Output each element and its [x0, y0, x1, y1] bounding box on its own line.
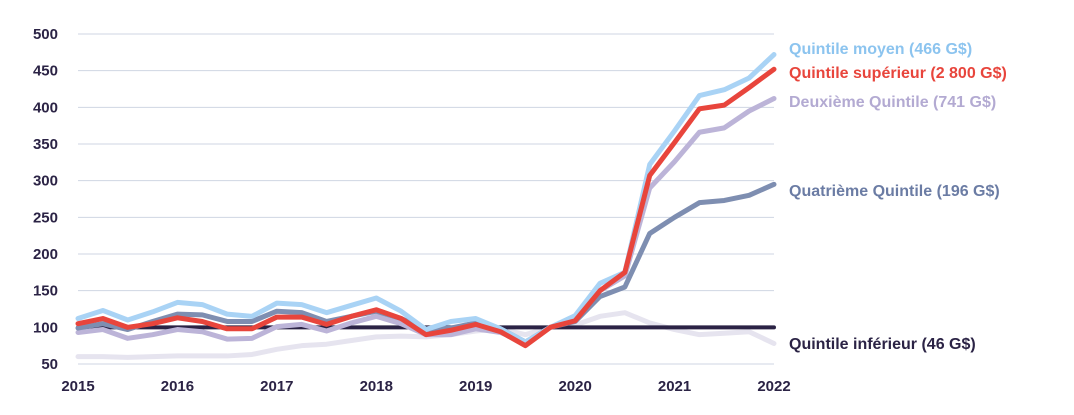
y-tick-label: 450 — [33, 63, 58, 80]
x-tick-label: 2017 — [260, 378, 293, 395]
x-tick-label: 2018 — [360, 378, 393, 395]
series-label: Quintile moyen (466 G$) — [789, 41, 972, 58]
series-label: Quatrième Quintile (196 G$) — [789, 183, 1000, 200]
y-tick-label: 350 — [33, 136, 58, 153]
x-tick-label: 2020 — [558, 378, 591, 395]
y-tick-label: 50 — [41, 356, 58, 373]
y-tick-label: 200 — [33, 246, 58, 263]
x-tick-label: 2021 — [658, 378, 691, 395]
series-label: Quintile inférieur (46 G$) — [789, 336, 976, 353]
series-line — [75, 52, 777, 345]
x-tick-label: 2016 — [161, 378, 194, 395]
y-tick-label: 500 — [33, 26, 58, 43]
series-label: Deuxième Quintile (741 G$) — [789, 94, 996, 111]
y-axis-ticks: 50 100 150 200 250 300 350 400 450 500 — [33, 26, 58, 373]
series-line — [75, 66, 777, 349]
x-tick-label: 2015 — [61, 378, 94, 395]
series-lines — [75, 52, 777, 360]
series-label: Quintile supérieur (2 800 G$) — [789, 65, 1007, 82]
series-labels: Quintile moyen (466 G$) Quintile supérieu… — [789, 41, 1007, 353]
y-tick-label: 250 — [33, 209, 58, 226]
y-tick-label: 300 — [33, 173, 58, 190]
y-tick-label: 100 — [33, 319, 58, 336]
x-tick-label: 2022 — [757, 378, 790, 395]
x-axis-ticks: 2015 2016 2017 2018 2019 2020 2021 2022 — [61, 378, 790, 395]
x-tick-label: 2019 — [459, 378, 492, 395]
y-tick-label: 150 — [33, 283, 58, 300]
y-tick-label: 400 — [33, 99, 58, 116]
